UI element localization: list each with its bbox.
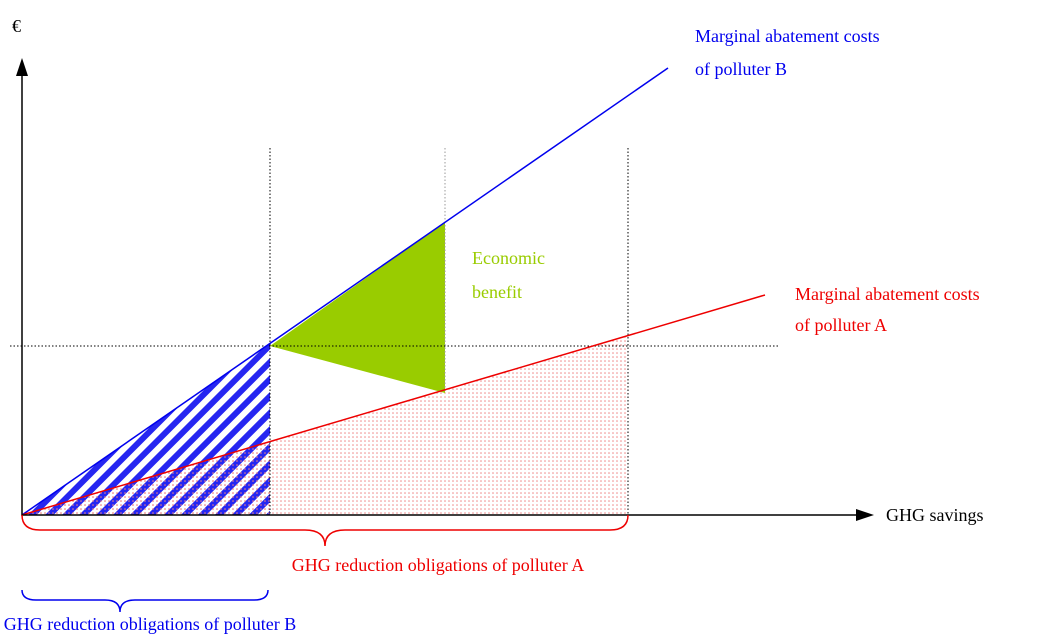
benefit-label: benefit: [472, 282, 522, 302]
obligation-b-label: GHG reduction obligations of polluter B: [4, 614, 296, 634]
y-label: €: [12, 16, 21, 36]
y-arrow: [16, 58, 28, 76]
curve-a-label: of polluter A: [795, 315, 887, 335]
x-label: GHG savings: [886, 505, 984, 525]
curve-a: [21, 294, 766, 516]
x-arrow: [856, 509, 874, 521]
brace-a: [21, 514, 629, 547]
benefit-label: Economic: [472, 248, 545, 268]
obligation-a-label: GHG reduction obligations of polluter A: [292, 555, 584, 575]
curve-b-label: of polluter B: [695, 59, 787, 79]
curve-b-label: Marginal abatement costs: [695, 26, 880, 46]
brace-b: [21, 589, 269, 613]
guides: [10, 148, 780, 515]
economic-benefit-area: [270, 222, 445, 393]
curve-a-label: Marginal abatement costs: [795, 284, 980, 304]
curve-b: [21, 67, 669, 516]
